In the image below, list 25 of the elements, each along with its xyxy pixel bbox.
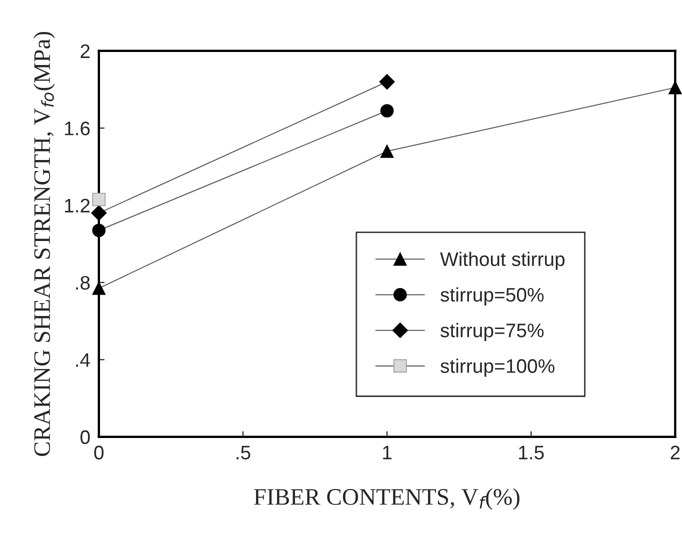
x-tick-label: 1.5	[519, 446, 544, 460]
point	[92, 192, 106, 206]
y-tick-label: .8	[76, 276, 90, 290]
y-tick-label: 2	[80, 44, 90, 58]
y-tick-label: .4	[76, 353, 90, 367]
legend-label: Without stirrup	[440, 252, 565, 270]
point	[380, 104, 394, 118]
x-tick-label: 1	[383, 446, 392, 460]
x-tick-label: 2	[670, 446, 680, 460]
legend-label: stirrup=100%	[440, 358, 554, 377]
y-tick-label: 0	[80, 430, 90, 444]
point	[91, 205, 107, 221]
point	[380, 144, 394, 158]
x-axis-title: FIBER CONTENTS, V$_{f}$(%)	[254, 488, 520, 510]
x-tick-label: 0	[94, 446, 104, 460]
legend-label: stirrup=75%	[440, 323, 544, 342]
x-tick-label: .5	[236, 446, 250, 460]
legend-label: stirrup=50%	[440, 287, 544, 306]
point	[92, 224, 106, 238]
point	[668, 80, 682, 94]
y-axis-title: CRAKING SHEAR STRENGTH, V$_{fo}$(MPa)	[33, 32, 55, 456]
point	[379, 74, 395, 90]
point	[92, 282, 106, 295]
y-tick-label: 1.2	[65, 198, 90, 212]
y-tick-label: 1.6	[65, 122, 90, 136]
